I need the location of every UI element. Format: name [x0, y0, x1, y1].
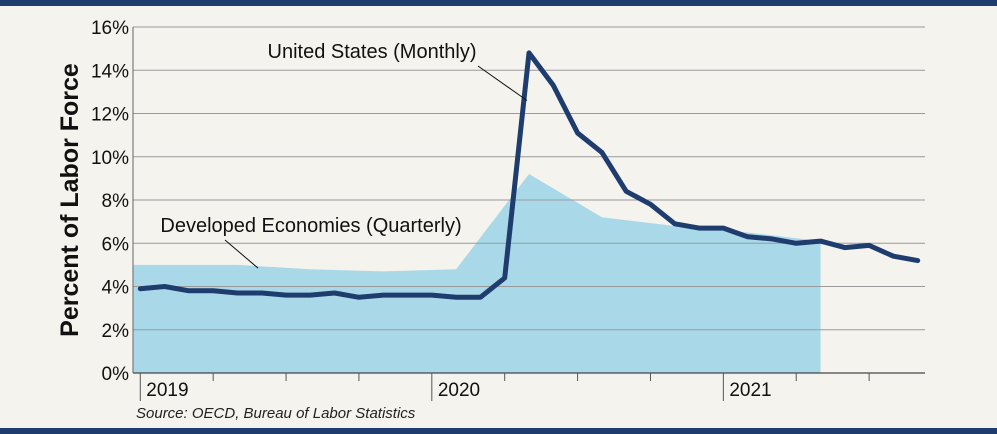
leader-developed-economies [224, 239, 259, 269]
line-united-states [137, 50, 921, 300]
leader-united-states [477, 65, 528, 101]
area-layer [133, 174, 821, 373]
y-tick-label: 6% [102, 234, 130, 255]
y-tick-label: 8% [102, 191, 130, 212]
y-tick-label: 0% [102, 364, 130, 385]
y-tick-label: 2% [102, 321, 130, 342]
y-tick-label: 4% [102, 278, 130, 299]
source-note: Source: OECD, Bureau of Labor Statistics [136, 405, 416, 422]
area-developed-economies [133, 174, 821, 373]
line-layer [137, 50, 921, 300]
top-border [0, 0, 997, 6]
x-tick-label-2019: 2019 [146, 380, 188, 401]
y-tick-label: 10% [91, 148, 129, 169]
label-united-states: United States (Monthly) [268, 41, 477, 63]
y-tick-label: 12% [91, 105, 129, 126]
label-developed-economies: Developed Economies (Quarterly) [160, 215, 461, 237]
y-tick-label: 16% [91, 18, 129, 39]
y-axis-label: Percent of Labor Force [56, 63, 84, 337]
bottom-border [0, 428, 997, 434]
x-tick-label-2020: 2020 [438, 380, 480, 401]
grid-layer [132, 26, 925, 374]
label-layer: United States (Monthly) Developed Economi… [160, 41, 528, 269]
y-tick-label: 14% [91, 61, 129, 82]
axis-layer: 0% 2% 4% 6% 8% 10% 12% 14% 16% 2019 2020 2021 [91, 18, 870, 401]
x-tick-label-2021: 2021 [729, 380, 771, 401]
